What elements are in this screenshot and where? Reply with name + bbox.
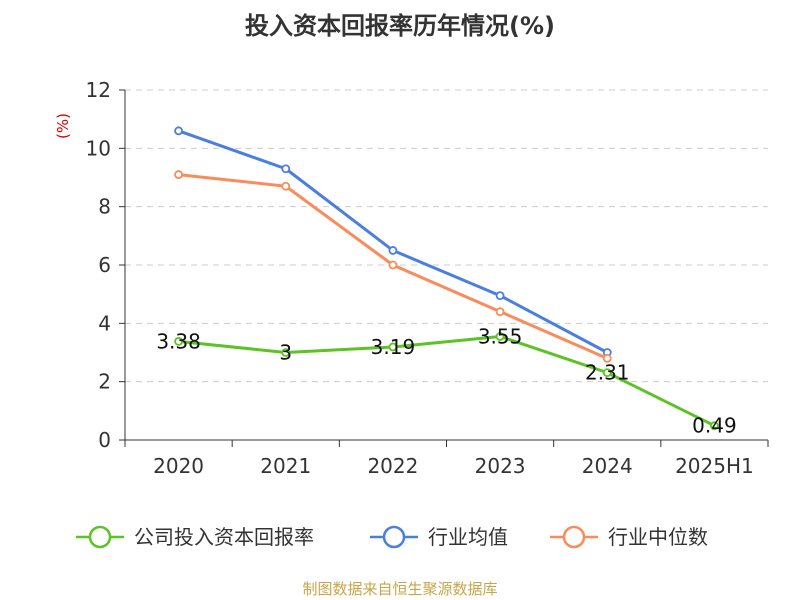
y-tick-label: 2 — [98, 370, 111, 394]
y-tick-label: 10 — [86, 136, 111, 160]
y-tick-label: 8 — [98, 195, 111, 219]
legend-marker[interactable] — [382, 525, 406, 549]
data-label: 3.38 — [156, 329, 201, 353]
data-point[interactable] — [174, 126, 183, 136]
source-note: 制图数据来自恒生聚源数据库 — [302, 580, 497, 598]
data-label: 3.55 — [478, 324, 523, 348]
data-point[interactable] — [710, 421, 719, 431]
x-tick-label: 2020 — [153, 454, 204, 478]
y-tick-label: 4 — [98, 311, 111, 335]
data-point[interactable] — [602, 353, 612, 363]
data-label: 0.49 — [692, 414, 737, 438]
legend-label[interactable]: 公司投入资本回报率 — [134, 525, 314, 549]
data-point[interactable] — [174, 337, 183, 346]
data-point[interactable] — [281, 348, 291, 357]
data-point[interactable] — [174, 170, 183, 179]
data-label: 3 — [279, 341, 292, 365]
y-axis-label: (%) — [54, 113, 72, 139]
x-tick-label: 2023 — [475, 454, 526, 478]
legend[interactable]: 公司投入资本回报率 行业均值 行业中位数 — [76, 525, 708, 549]
y-tick-label: 0 — [98, 428, 111, 452]
x-tick-label: 2022 — [367, 454, 418, 478]
data-point[interactable] — [281, 164, 291, 174]
legend-marker[interactable] — [562, 525, 586, 549]
y-tick-label: 12 — [86, 78, 111, 102]
x-tick-label: 2025H1 — [675, 454, 754, 478]
data-point[interactable] — [388, 246, 398, 255]
data-point[interactable] — [281, 181, 291, 191]
data-point[interactable] — [495, 291, 505, 301]
x-tick-label: 2024 — [582, 454, 633, 478]
grid-lines — [125, 89, 768, 383]
legend-label[interactable]: 行业均值 — [428, 525, 508, 549]
chart-title: 投入资本回报率历年情况(%) — [245, 12, 555, 40]
data-point[interactable] — [388, 260, 398, 270]
data-label: 2.31 — [585, 361, 630, 385]
series-group: 3.38 3 3.19 3.55 2.31 0.49 — [156, 126, 737, 438]
data-point[interactable] — [602, 368, 612, 378]
series-line — [178, 334, 716, 428]
series-line — [178, 129, 608, 354]
legend-marker[interactable] — [88, 525, 112, 549]
data-label: 3.19 — [371, 335, 416, 359]
axes: 0 2 4 6 8 10 12 2020 2021 2022 2023 2024 2025H1 — [86, 78, 769, 478]
y-tick-label: 6 — [98, 253, 111, 277]
data-point[interactable] — [388, 342, 398, 352]
x-tick-label: 2021 — [260, 454, 311, 478]
data-point[interactable] — [495, 332, 505, 341]
data-point[interactable] — [495, 307, 505, 317]
legend-label[interactable]: 行业中位数 — [608, 525, 708, 549]
